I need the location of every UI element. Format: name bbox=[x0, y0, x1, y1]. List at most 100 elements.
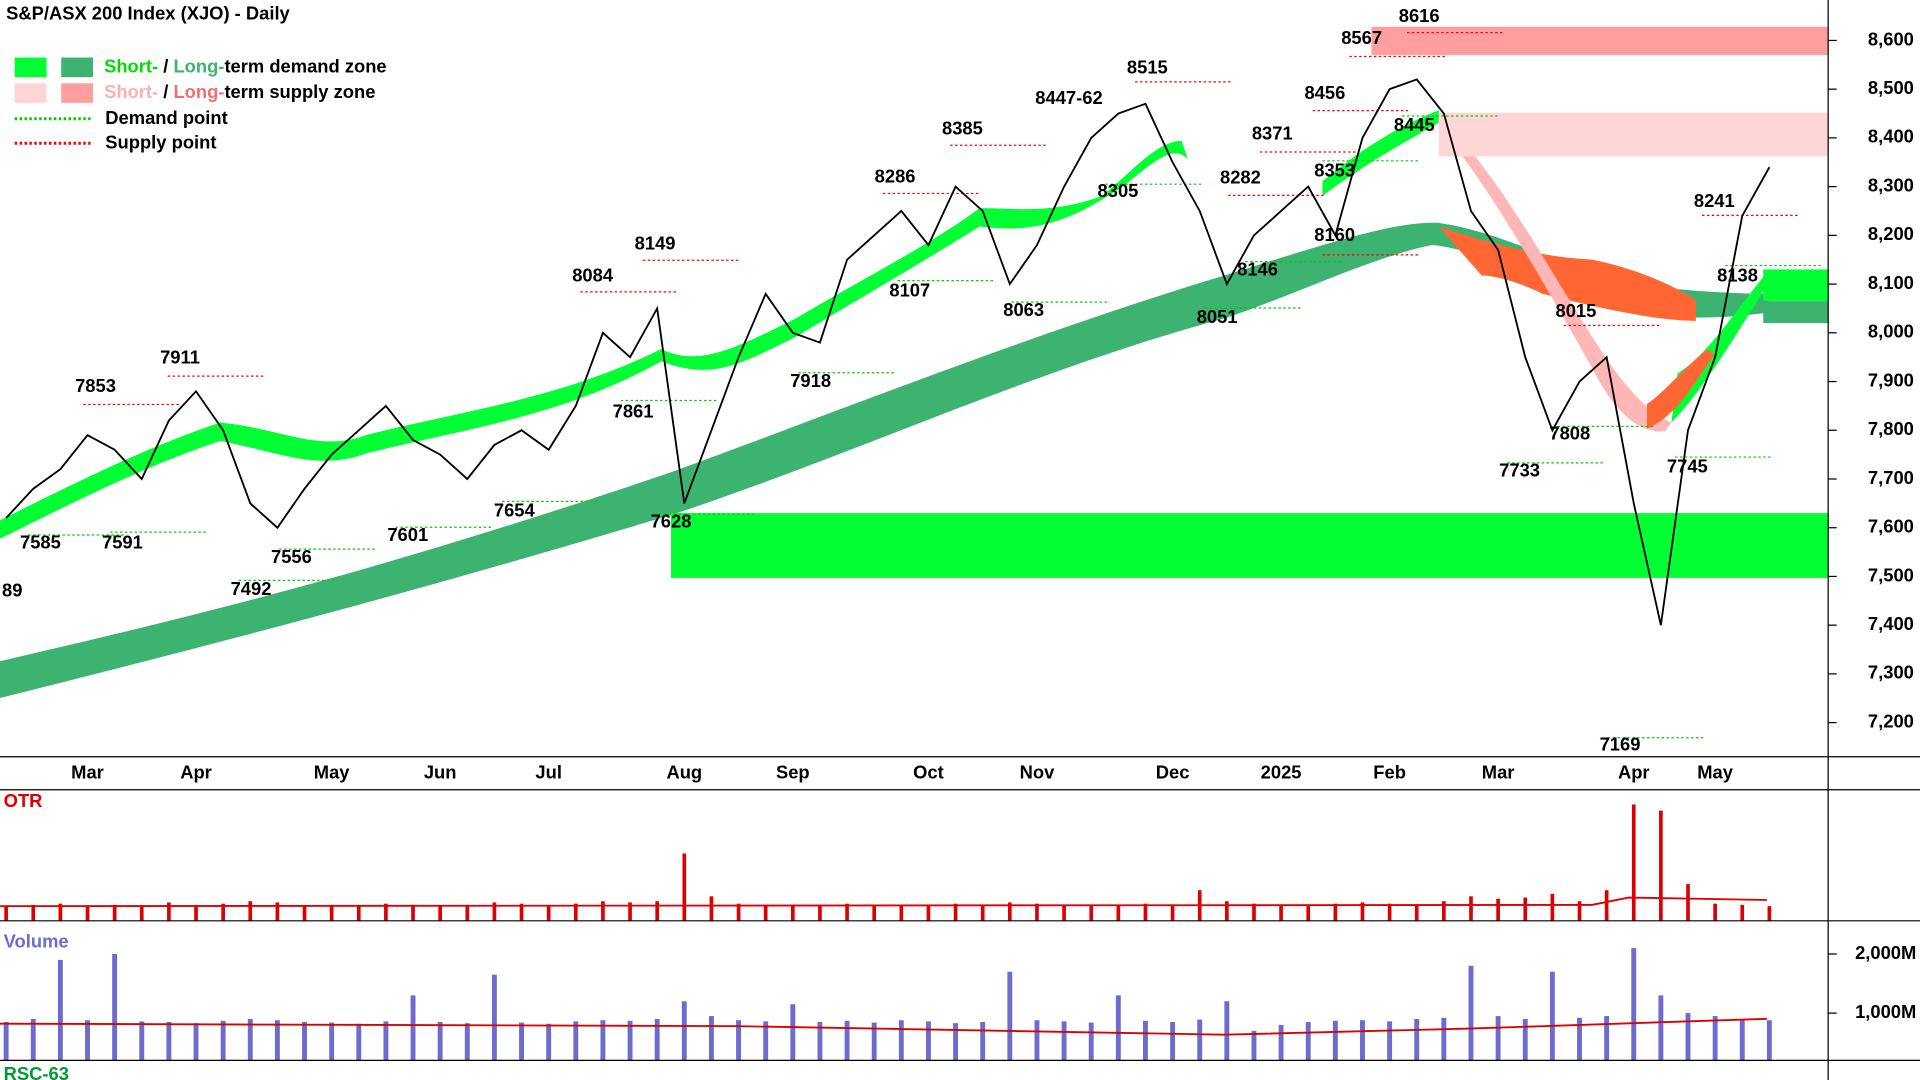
legend-entry: Supply point bbox=[105, 131, 216, 152]
volume-bar bbox=[1115, 995, 1121, 1061]
y-tick-label: 7,600 bbox=[1868, 516, 1914, 537]
annotation: 7169 bbox=[1600, 734, 1641, 755]
annotation: 8445 bbox=[1394, 114, 1435, 135]
otr-bar bbox=[139, 906, 144, 921]
legend-text: term demand zone bbox=[224, 55, 386, 76]
otr-bar bbox=[1604, 890, 1609, 921]
otr-bar bbox=[1713, 903, 1717, 921]
volume-bar bbox=[356, 1023, 362, 1061]
otr-bar bbox=[1496, 898, 1500, 921]
volume-bar bbox=[1685, 1013, 1691, 1061]
otr-bar bbox=[1577, 901, 1582, 921]
legend-swatch bbox=[14, 57, 47, 78]
annotation: 7911 bbox=[160, 347, 200, 368]
x-tick-label: Nov bbox=[1020, 762, 1055, 783]
annotation: 8146 bbox=[1237, 258, 1278, 279]
annotation: 8385 bbox=[942, 118, 983, 139]
volume-bar bbox=[1739, 1019, 1745, 1061]
volume-bar bbox=[1360, 1020, 1365, 1061]
annotation: 8051 bbox=[1197, 306, 1238, 327]
x-tick-label: May bbox=[1697, 762, 1734, 783]
volume-bar bbox=[166, 1021, 172, 1061]
volume-bar bbox=[3, 1021, 9, 1061]
zone bbox=[1438, 112, 1829, 157]
annotation: 7861 bbox=[613, 400, 654, 421]
otr-bar bbox=[31, 904, 36, 921]
volume-bar bbox=[1631, 948, 1637, 1061]
otr-bar bbox=[709, 896, 714, 921]
y-tick-label: 8,000 bbox=[1868, 321, 1914, 342]
otr-bar bbox=[763, 904, 768, 921]
x-tick-label: Mar bbox=[1482, 762, 1515, 783]
volume-bar bbox=[464, 1023, 470, 1061]
otr-bar bbox=[1007, 902, 1012, 921]
volume-bar bbox=[437, 1021, 443, 1061]
volume-bar bbox=[1387, 1021, 1393, 1061]
x-tick-label: May bbox=[314, 762, 351, 783]
x-tick-label: Dec bbox=[1156, 762, 1190, 783]
chart-title: S&P/ASX 200 Index (XJO) - Daily bbox=[6, 3, 290, 24]
volume-bar bbox=[1549, 971, 1555, 1061]
otr-bar bbox=[1442, 901, 1446, 921]
annotation: 8305 bbox=[1098, 180, 1139, 201]
price-line bbox=[5, 78, 1771, 626]
otr-bar bbox=[953, 903, 958, 921]
panel-title: OTR bbox=[4, 790, 43, 811]
volume-bar bbox=[953, 1023, 959, 1061]
otr-bar bbox=[1686, 884, 1690, 921]
volume-bar bbox=[1088, 1022, 1094, 1061]
legend-text: Supply point bbox=[105, 131, 216, 152]
otr-bar bbox=[1225, 901, 1229, 921]
otr-bar bbox=[4, 906, 8, 921]
otr-bar bbox=[655, 901, 660, 921]
annotation: 7808 bbox=[1549, 423, 1590, 444]
annotation: 8456 bbox=[1304, 82, 1345, 103]
x-tick-label: Oct bbox=[913, 762, 944, 783]
short-term-ribbon bbox=[0, 140, 1188, 539]
volume-bar bbox=[410, 995, 416, 1061]
annotation: 8282 bbox=[1220, 167, 1261, 188]
y-tick-label: 2,000M bbox=[1855, 942, 1916, 963]
otr-bar bbox=[1360, 902, 1365, 921]
otr-bar bbox=[1523, 897, 1528, 921]
volume-bar bbox=[383, 1021, 389, 1061]
otr-bar bbox=[1659, 810, 1663, 921]
zone bbox=[671, 513, 1829, 578]
x-tick-label: Apr bbox=[180, 762, 212, 783]
legend-text: / bbox=[158, 55, 173, 76]
x-tick-label: Jun bbox=[424, 762, 457, 783]
volume-average bbox=[0, 1017, 1767, 1036]
otr-bar bbox=[546, 904, 551, 921]
x-tick-label: 2025 bbox=[1261, 762, 1302, 783]
annotation: 7601 bbox=[387, 524, 428, 545]
otr-bar bbox=[1550, 893, 1555, 921]
otr-bar bbox=[1116, 904, 1121, 921]
otr-bar bbox=[411, 904, 415, 921]
zone bbox=[1763, 301, 1829, 324]
volume-bar bbox=[681, 1001, 687, 1061]
legend-text: / bbox=[158, 81, 173, 102]
otr-bar bbox=[1387, 903, 1392, 921]
y-tick-label: 7,700 bbox=[1868, 467, 1914, 488]
otr-bar bbox=[682, 853, 687, 921]
otr-bar bbox=[519, 903, 524, 921]
x-tick-label: Sep bbox=[776, 762, 810, 783]
volume-bar bbox=[790, 1004, 796, 1061]
legend-text: Short- bbox=[104, 55, 158, 76]
volume-bar bbox=[1414, 1019, 1420, 1061]
volume-bar bbox=[302, 1021, 307, 1061]
y-tick-label: 1,000M bbox=[1855, 1001, 1916, 1022]
volume-bar bbox=[193, 1023, 199, 1061]
y-tick-label: 8,100 bbox=[1868, 272, 1914, 293]
legend-swatch bbox=[61, 83, 94, 103]
otr-bar bbox=[248, 901, 253, 921]
y-tick-label: 8,300 bbox=[1868, 174, 1914, 195]
volume-bar bbox=[329, 1022, 335, 1061]
volume-bar bbox=[1332, 1020, 1338, 1061]
annotation: 8149 bbox=[635, 233, 676, 254]
annotation: 7733 bbox=[1499, 459, 1540, 480]
volume-bar bbox=[871, 1022, 877, 1061]
otr-bar bbox=[438, 906, 442, 921]
legend-text: Short- bbox=[104, 81, 158, 102]
volume-bar bbox=[1305, 1021, 1311, 1061]
